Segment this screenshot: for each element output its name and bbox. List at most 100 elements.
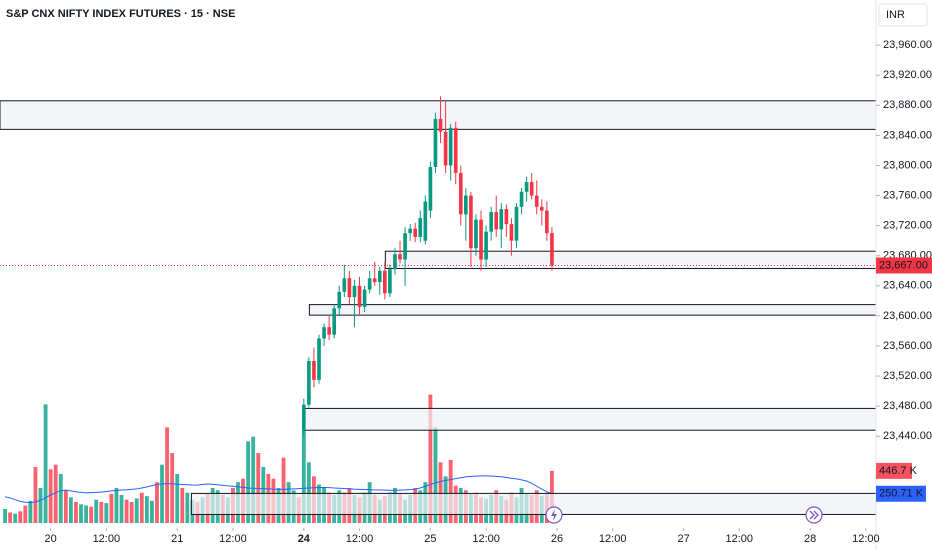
candle-body [509, 224, 514, 241]
volume-bar [155, 482, 159, 523]
y-tick-label: 23,800.00 [883, 159, 932, 171]
volume-bar [99, 502, 104, 523]
volume-bar [89, 506, 94, 523]
volume-ma-last-label: 250.71 K [879, 488, 924, 500]
volume-bar [63, 490, 68, 523]
y-tick-label: 23,560.00 [883, 340, 932, 352]
candle-body [539, 206, 544, 211]
volume-bar [175, 474, 180, 523]
candle-body [398, 254, 402, 260]
candle-body [307, 361, 311, 405]
volume-bar [13, 513, 18, 523]
candle-body [367, 278, 372, 290]
y-tick-label: 23,640.00 [883, 280, 932, 292]
volume-bar [114, 488, 119, 523]
volume-bar [129, 502, 134, 523]
volume-bar [301, 429, 306, 523]
candle-body [484, 231, 488, 260]
y-tick-label: 23,720.00 [883, 220, 932, 232]
candle-body [545, 210, 549, 234]
candle-body [372, 278, 377, 283]
candle-body [347, 278, 352, 298]
zone [190, 492, 876, 515]
candle-body [499, 209, 504, 230]
candle-body [469, 195, 473, 249]
x-tick-label: 26 [551, 533, 563, 545]
volume-bar [53, 464, 58, 523]
volume-bar [48, 469, 53, 523]
zone [384, 250, 876, 270]
replay-icon[interactable] [545, 506, 563, 524]
x-tick-label: 20 [45, 533, 57, 545]
volume-bar [43, 404, 48, 523]
x-tick-label: 24 [298, 533, 311, 545]
x-tick-label: 28 [804, 533, 816, 545]
volume-ma-last-box [876, 485, 926, 502]
volume-bar [74, 502, 78, 523]
currency-box[interactable] [878, 3, 928, 27]
candle-body [438, 118, 443, 132]
candle-body [550, 233, 554, 266]
volume-bar [8, 512, 13, 523]
x-tick-label: 12:00 [219, 533, 247, 545]
last-price-box [876, 257, 932, 274]
candle-body [342, 278, 347, 292]
candle-body [357, 285, 362, 307]
candle-body [327, 327, 331, 335]
volume-bar [84, 505, 89, 523]
volume-bar [109, 493, 114, 523]
forward-icon[interactable] [805, 506, 823, 524]
volume-bar [251, 436, 256, 523]
y-tick-label: 23,760.00 [883, 189, 932, 201]
volume-bar [134, 498, 139, 523]
volume-bar [448, 460, 453, 523]
volume-bar [119, 495, 124, 523]
zone [308, 304, 876, 316]
volume-bar [18, 511, 23, 523]
volume-bar [144, 496, 149, 523]
candle-body [301, 404, 306, 431]
volume-bar [165, 427, 170, 523]
icon-glyph [809, 510, 819, 520]
candle-body [458, 172, 463, 215]
volume-bar [23, 505, 28, 523]
candle-body [453, 127, 458, 173]
chart-title: S&P CNX NIFTY INDEX FUTURES · 15 · NSE [6, 8, 235, 20]
currency: INR [886, 9, 905, 21]
volume-bar [68, 497, 73, 523]
candle-body [428, 166, 433, 211]
candle-body [383, 270, 387, 294]
candle-body [524, 182, 529, 192]
x-tick-label: 12:00 [852, 533, 880, 545]
candle-body [479, 219, 483, 260]
candle-body [433, 118, 438, 167]
candle-body [388, 269, 392, 294]
y-tick-label: 23,520.00 [883, 370, 932, 382]
candle-body [534, 195, 539, 207]
plot-area [0, 96, 876, 523]
candle-body [317, 338, 321, 380]
candle-body [332, 308, 337, 335]
y-tick-label: 23,480.00 [883, 400, 932, 412]
volume-bar [94, 499, 99, 523]
volume-bar [104, 503, 109, 523]
x-tick-label: 12:00 [599, 533, 627, 545]
x-tick-label: 12:00 [93, 533, 121, 545]
volume-last-box [876, 462, 912, 479]
x-tick-label: 12:00 [726, 533, 754, 545]
volume-bar [58, 474, 63, 523]
candle-body [423, 201, 428, 241]
candle-body [322, 327, 326, 339]
icon-glyph [551, 509, 557, 521]
y-tick-label: 23,880.00 [883, 99, 932, 111]
volume-bar [124, 499, 129, 523]
x-tick-label: 25 [424, 533, 436, 545]
last-price-label: 23,667.00 [879, 259, 928, 271]
axes: 23,960.00 23,920.00 23,880.00 23,840.00 23,8… [45, 39, 932, 545]
candle-body [337, 291, 342, 309]
candle-body [494, 212, 499, 230]
y-tick-label: 23,840.00 [883, 129, 932, 141]
y-tick-label: 23,600.00 [883, 310, 932, 322]
volume-bar [149, 500, 154, 523]
